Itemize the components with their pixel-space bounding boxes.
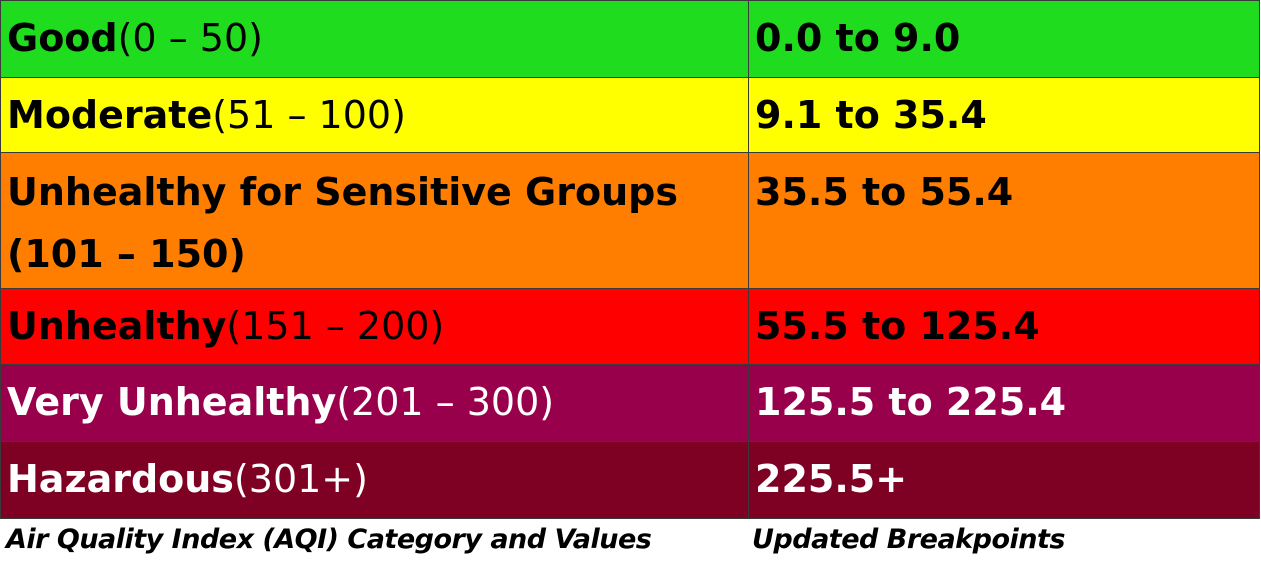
table-row-unhealthy-sensitive: Unhealthy for Sensitive Groups (101 – 15… — [0, 152, 1260, 289]
breakpoint-cell: 9.1 to 35.4 — [748, 77, 1260, 153]
category-range: (201 – 300) — [336, 380, 555, 424]
breakpoint-value: 125.5 to 225.4 — [755, 380, 1067, 424]
breakpoint-cell: 55.5 to 125.4 — [748, 288, 1260, 365]
breakpoint-value: 0.0 to 9.0 — [755, 16, 961, 60]
category-cell: Good(0 – 50) — [0, 0, 749, 78]
category-name: Good — [7, 16, 118, 60]
category-range: (151 – 200) — [226, 304, 445, 348]
breakpoint-cell: 225.5+ — [748, 441, 1260, 519]
table-row-unhealthy: Unhealthy(151 – 200) 55.5 to 125.4 — [0, 288, 1260, 365]
table-row-good: Good(0 – 50) 0.0 to 9.0 — [0, 0, 1260, 78]
category-name: Moderate — [7, 93, 213, 137]
breakpoint-cell: 0.0 to 9.0 — [748, 0, 1260, 78]
breakpoint-value: 55.5 to 125.4 — [755, 304, 1040, 348]
breakpoint-value: 9.1 to 35.4 — [755, 93, 987, 137]
category-cell: Hazardous(301+) — [0, 441, 749, 519]
category-name: Unhealthy for Sensitive Groups (101 – 15… — [7, 170, 678, 276]
category-cell: Very Unhealthy(201 – 300) — [0, 364, 749, 442]
breakpoint-column-caption: Updated Breakpoints — [752, 524, 1065, 555]
breakpoint-value: 225.5+ — [755, 457, 908, 501]
breakpoint-cell: 125.5 to 225.4 — [748, 364, 1260, 442]
table-row-hazardous: Hazardous(301+) 225.5+ — [0, 441, 1260, 519]
category-range: (51 – 100) — [212, 93, 406, 137]
category-name: Hazardous — [7, 457, 234, 501]
breakpoint-value: 35.5 to 55.4 — [755, 170, 1014, 214]
breakpoint-cell: 35.5 to 55.4 — [748, 152, 1260, 289]
table-row-moderate: Moderate(51 – 100) 9.1 to 35.4 — [0, 77, 1260, 153]
aqi-table: Good(0 – 50) 0.0 to 9.0 Moderate(51 – 10… — [0, 0, 1260, 519]
category-cell: Moderate(51 – 100) — [0, 77, 749, 153]
category-column-caption: Air Quality Index (AQI) Category and Val… — [6, 524, 652, 555]
category-name: Unhealthy — [7, 304, 227, 348]
category-cell: Unhealthy(151 – 200) — [0, 288, 749, 365]
table-row-very-unhealthy: Very Unhealthy(201 – 300) 125.5 to 225.4 — [0, 364, 1260, 442]
category-cell: Unhealthy for Sensitive Groups (101 – 15… — [0, 152, 749, 289]
category-name: Very Unhealthy — [7, 380, 337, 424]
category-range: (0 – 50) — [117, 16, 263, 60]
category-range: (301+) — [233, 457, 368, 501]
